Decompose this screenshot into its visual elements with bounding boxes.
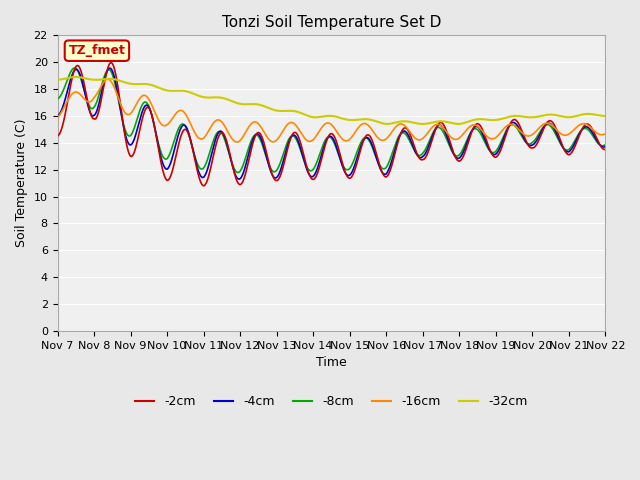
Title: Tonzi Soil Temperature Set D: Tonzi Soil Temperature Set D xyxy=(221,15,441,30)
Y-axis label: Soil Temperature (C): Soil Temperature (C) xyxy=(15,119,28,247)
X-axis label: Time: Time xyxy=(316,356,347,369)
Text: TZ_fmet: TZ_fmet xyxy=(68,44,125,57)
Legend: -2cm, -4cm, -8cm, -16cm, -32cm: -2cm, -4cm, -8cm, -16cm, -32cm xyxy=(131,390,532,413)
